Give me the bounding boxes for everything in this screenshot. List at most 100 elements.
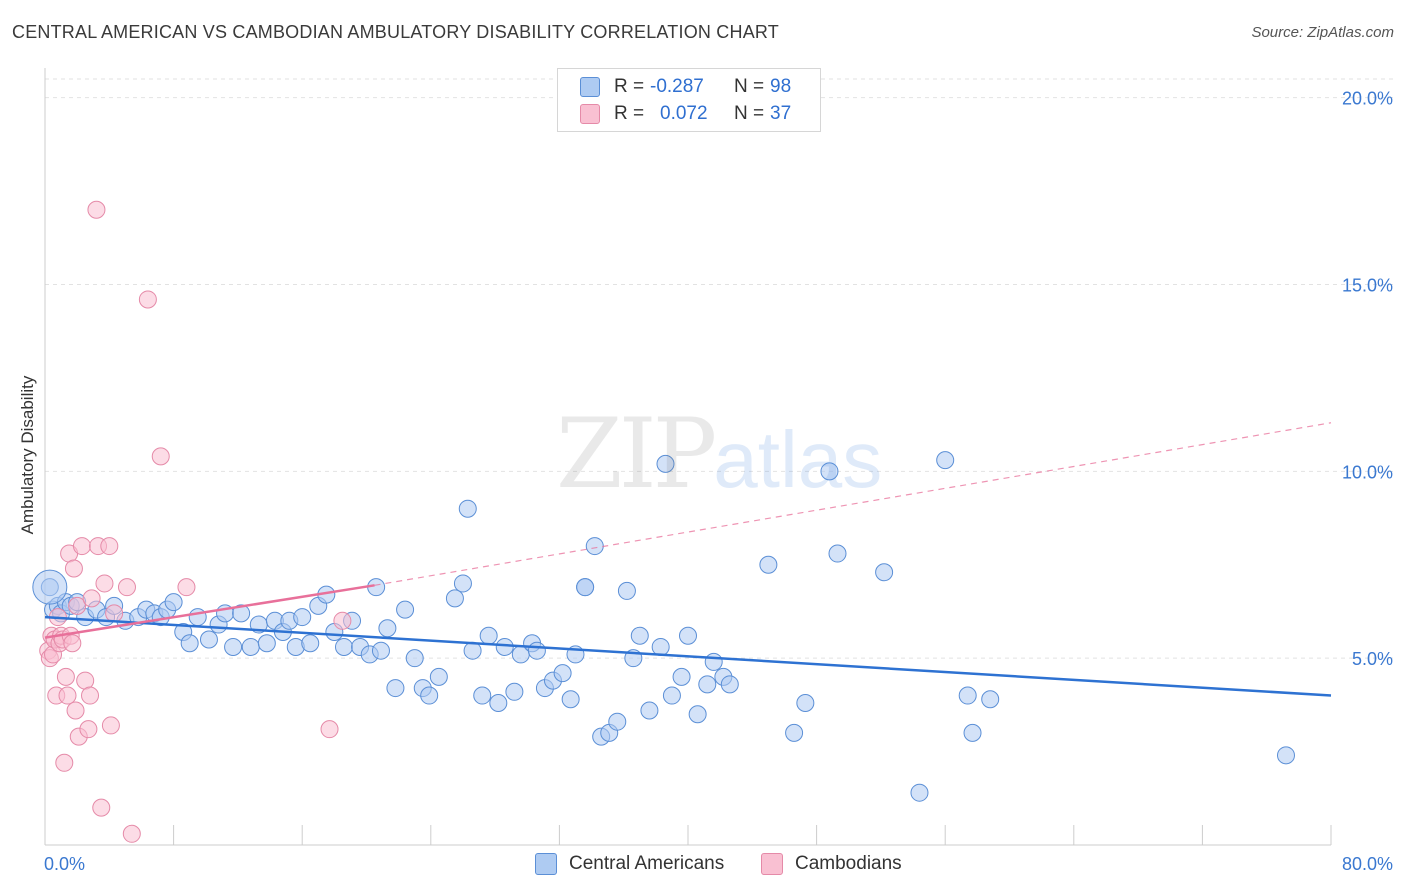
central-americans-point xyxy=(489,694,508,713)
cambodians-point xyxy=(79,720,98,739)
central-americans-point xyxy=(981,690,1000,709)
central-americans-point xyxy=(651,637,670,656)
cambodians-point xyxy=(82,589,101,608)
central-americans-point xyxy=(378,619,397,638)
legend-r-label: R = xyxy=(614,76,645,97)
cambodians-point xyxy=(55,753,74,772)
legend-swatch-pink xyxy=(580,104,600,124)
central-americans-point xyxy=(688,705,707,724)
bottom-legend-central-americans: Central Americans xyxy=(535,852,724,876)
tick-labels: 5.0% 10.0% 15.0% 20.0% 0.0% 80.0% xyxy=(44,89,1393,874)
central-americans-point xyxy=(679,626,697,645)
central-americans-point xyxy=(396,600,415,619)
cambodians-point xyxy=(66,701,85,720)
central-americans-point xyxy=(617,581,636,600)
cambodians-point xyxy=(58,686,77,705)
cambodians-point xyxy=(72,537,91,556)
central-americans-points xyxy=(32,451,1295,802)
central-americans-point xyxy=(445,589,464,608)
central-americans-point xyxy=(585,537,604,556)
central-americans-point xyxy=(224,637,243,656)
x-tick-label-max: 80.0% xyxy=(1342,854,1393,874)
central-americans-point xyxy=(164,593,183,612)
central-americans-point xyxy=(698,675,717,694)
cambodians-points xyxy=(39,200,352,843)
bottom-legend-label: Central Americans xyxy=(569,853,725,874)
cambodians-point xyxy=(87,200,106,219)
central-americans-point xyxy=(371,641,390,660)
legend-n-label: N = xyxy=(734,103,765,124)
cambodians-point xyxy=(122,824,141,843)
central-americans-point xyxy=(334,637,353,656)
central-americans-point xyxy=(875,563,894,582)
central-americans-point xyxy=(759,555,778,574)
central-americans-point xyxy=(656,454,675,473)
bottom-legend-swatch-pink xyxy=(761,853,783,875)
central-americans-point xyxy=(963,723,982,742)
central-americans-point xyxy=(820,462,839,481)
cambodians-point xyxy=(76,671,95,690)
central-americans-point xyxy=(232,604,251,623)
legend-r-label: R = xyxy=(614,103,645,124)
cambodians-point xyxy=(105,604,124,623)
central-americans-point xyxy=(495,637,514,656)
y-tick-label: 10.0% xyxy=(1342,462,1393,482)
central-americans-point xyxy=(910,783,929,802)
legend-swatch-blue xyxy=(580,77,600,97)
central-americans-point xyxy=(505,682,524,701)
central-americans-point xyxy=(180,634,199,653)
central-americans-point xyxy=(257,634,276,653)
central-americans-point xyxy=(561,690,580,709)
trend-lines xyxy=(44,422,1332,697)
central-americans-point xyxy=(662,686,681,705)
central-americans-point xyxy=(785,723,804,742)
correlation-legend: R = -0.287 N = 98 R = 0.072 N = 37 xyxy=(557,68,821,132)
central-americans-point xyxy=(796,694,815,713)
cambodians-point xyxy=(95,574,114,593)
legend-n-label: N = xyxy=(734,76,765,97)
central-americans-point xyxy=(720,675,739,694)
y-tick-label: 20.0% xyxy=(1342,89,1393,109)
y-tick-label: 15.0% xyxy=(1342,276,1393,296)
gridlines xyxy=(45,78,1393,659)
cambodians-point xyxy=(100,537,119,556)
y-axis-label: Ambulatory Disability xyxy=(18,375,37,535)
central-americans-point xyxy=(405,649,424,668)
central-americans-point xyxy=(704,652,723,671)
cambodians-point xyxy=(320,720,339,739)
central-americans-point xyxy=(458,499,477,518)
cambodians-point xyxy=(177,578,196,597)
bottom-legend-label: Cambodians xyxy=(795,853,902,874)
central-americans-point xyxy=(473,686,492,705)
cambodians-point xyxy=(81,686,100,705)
central-americans-point xyxy=(420,686,439,705)
source-label: Source: ZipAtlas.com xyxy=(1251,24,1394,41)
chart-title: CENTRAL AMERICAN VS CAMBODIAN AMBULATORY… xyxy=(12,22,779,42)
bottom-legend-cambodians: Cambodians xyxy=(761,852,902,876)
cambodians-point xyxy=(68,596,87,615)
central-americans-point xyxy=(386,679,405,698)
central-americans-point xyxy=(527,641,546,660)
cambodians-point xyxy=(64,559,83,578)
central-americans-trend-line xyxy=(44,615,1332,697)
legend-n-value: 98 xyxy=(770,76,792,97)
central-americans-point xyxy=(188,608,207,627)
central-americans-point xyxy=(301,634,320,653)
central-americans-point xyxy=(608,712,627,731)
central-americans-point xyxy=(640,701,659,720)
central-americans-point xyxy=(630,626,649,645)
central-americans-point xyxy=(553,664,572,683)
central-americans-point xyxy=(429,667,448,686)
central-americans-point xyxy=(479,626,498,645)
central-americans-point xyxy=(32,569,68,605)
cambodians-point xyxy=(56,667,75,686)
legend-r-value: 0.072 xyxy=(660,103,708,124)
central-americans-point xyxy=(241,637,260,656)
cambodians-point xyxy=(117,578,136,597)
central-americans-point xyxy=(828,544,847,563)
cambodians-point xyxy=(138,290,157,309)
legend-n-value: 37 xyxy=(770,103,792,124)
central-americans-point xyxy=(453,574,472,593)
cambodians-point xyxy=(92,798,111,817)
